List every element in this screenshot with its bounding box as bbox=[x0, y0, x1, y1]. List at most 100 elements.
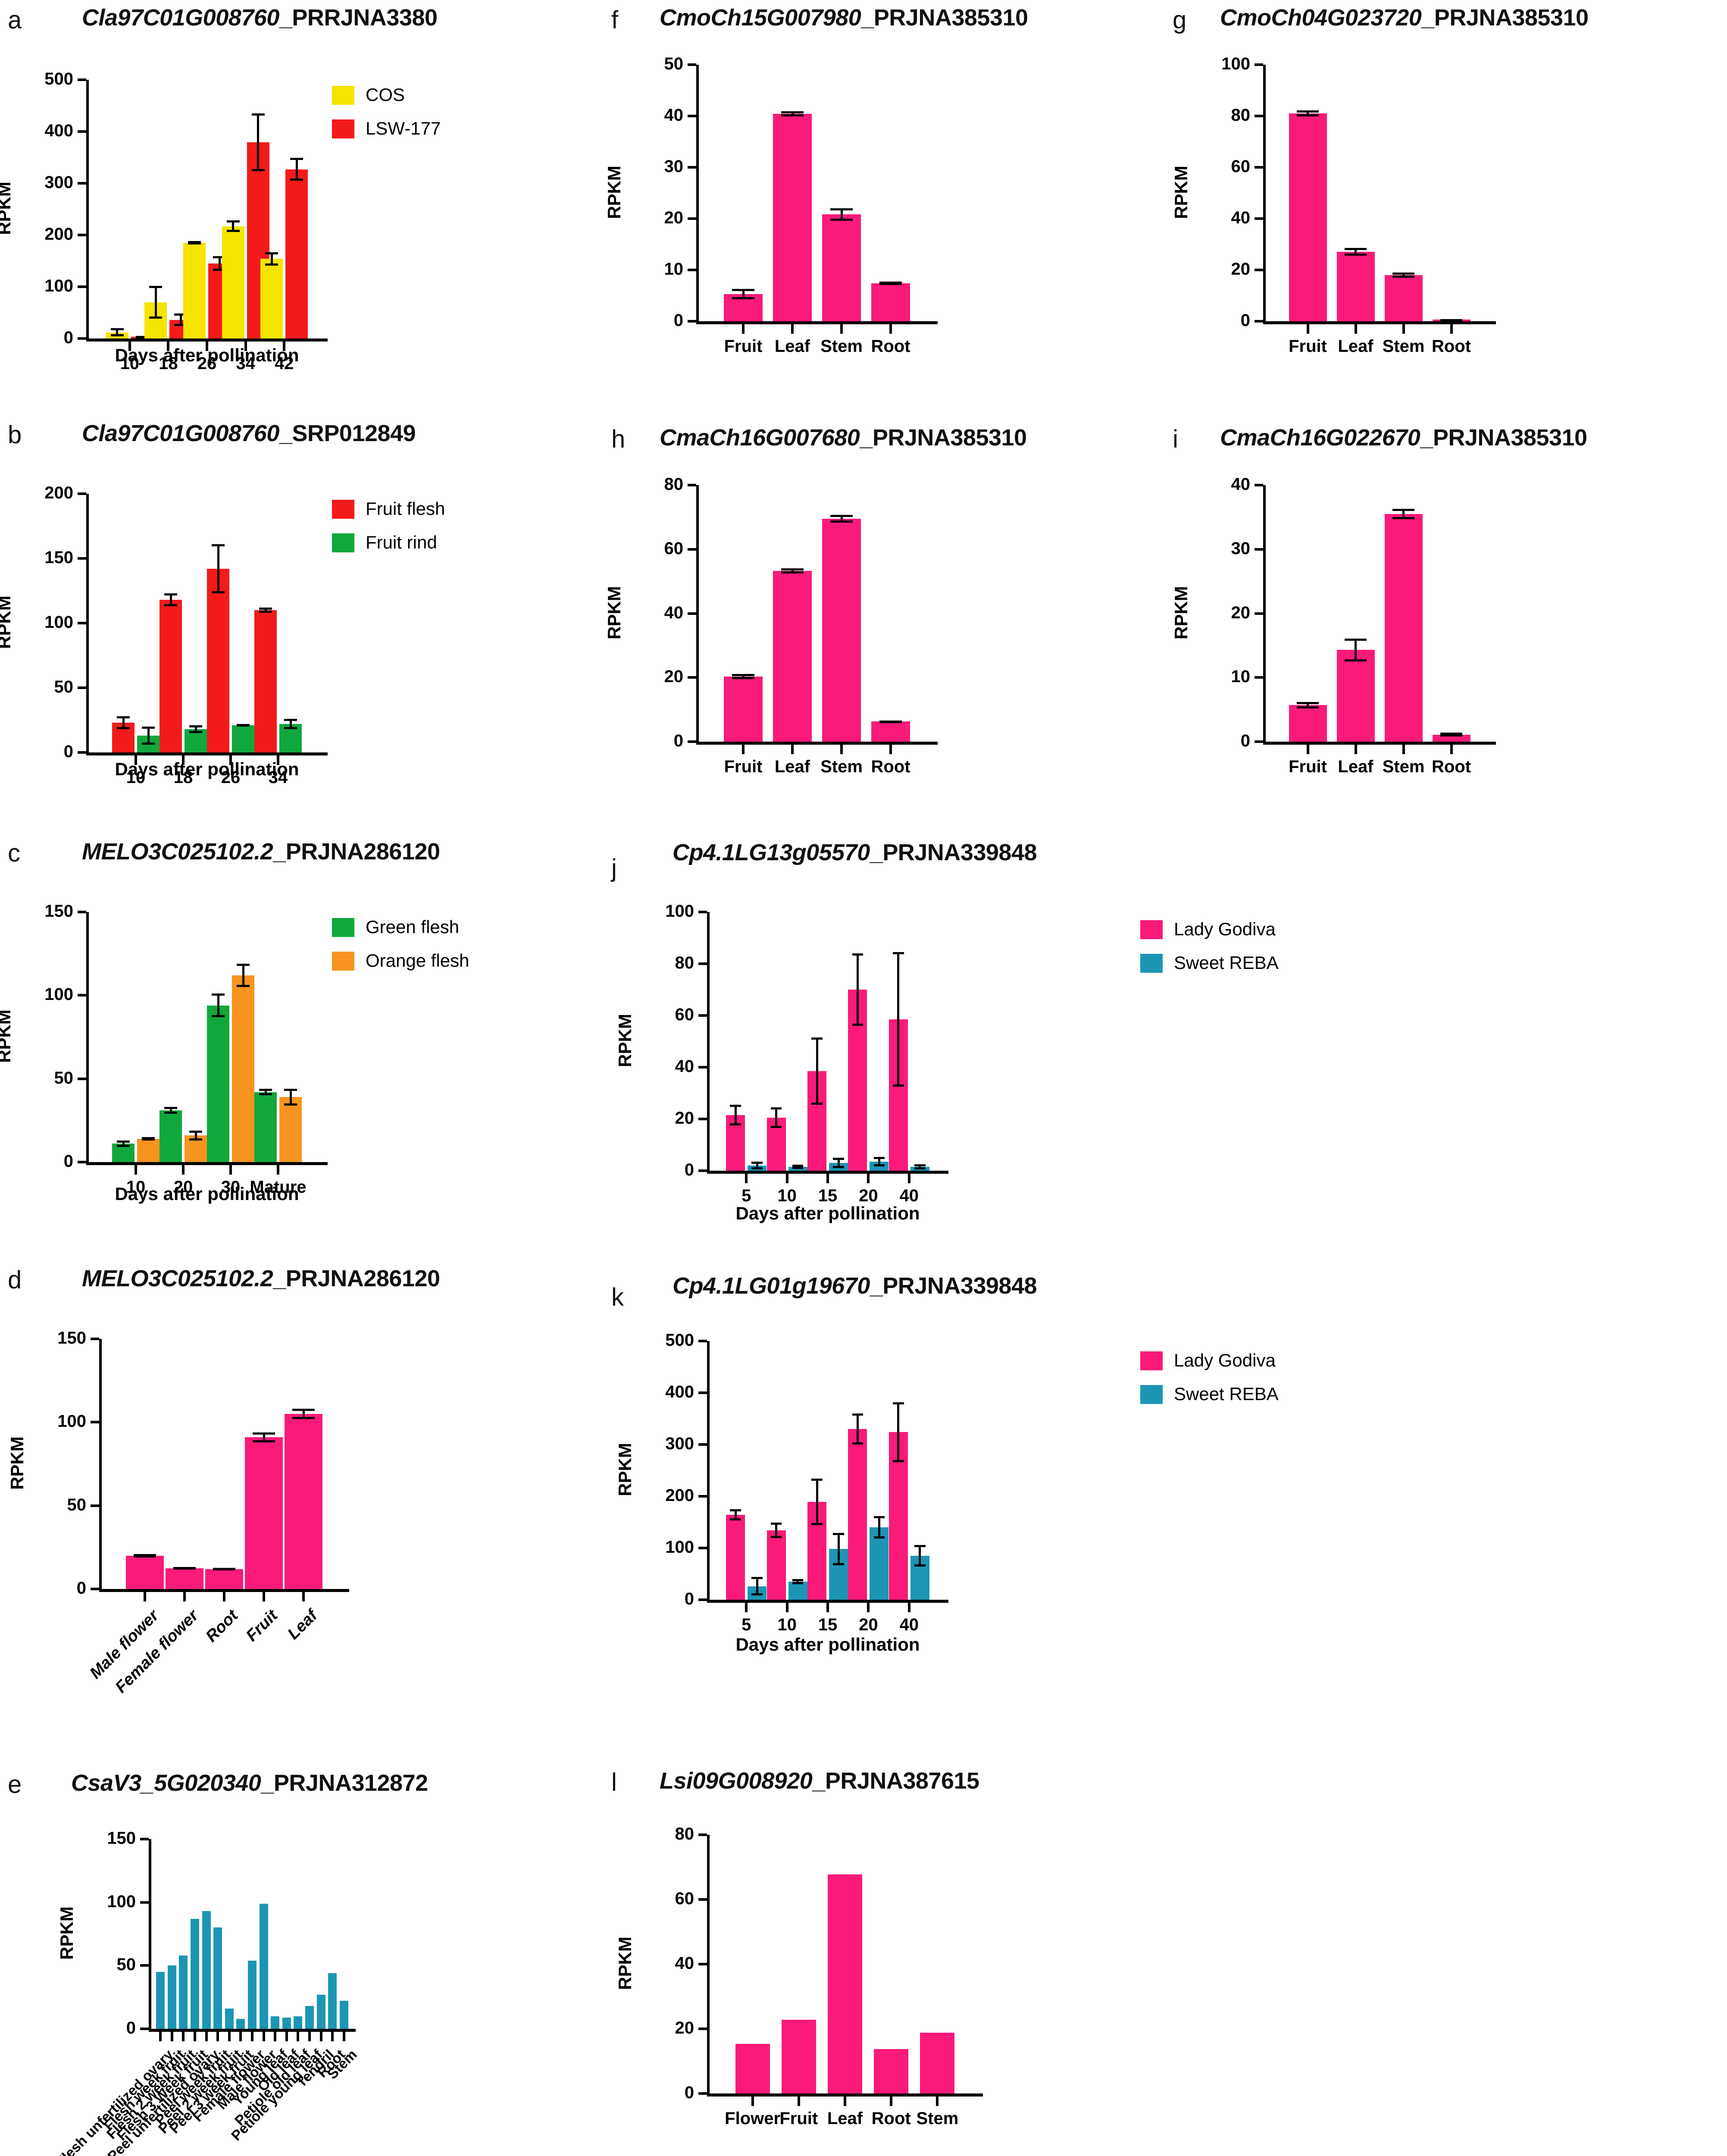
plot-area-f: 0 10 20 30 40 50 Fruit Leaf Stem Root bbox=[664, 55, 938, 355]
errorbar-cap-bottom-i-1-0 bbox=[1344, 659, 1367, 662]
errorbar-cap-top-i-1-0 bbox=[1344, 638, 1367, 641]
y-ticklabel-a-4: 400 bbox=[44, 121, 73, 140]
legend-label-j-0: Lady Godiva bbox=[1174, 919, 1276, 939]
x-tick-d-0 bbox=[144, 1592, 146, 1601]
errorbar-b-3-0 bbox=[264, 608, 267, 613]
y-tick-b-3 bbox=[78, 557, 86, 560]
x-ticklabel-g-1: Leaf bbox=[1338, 337, 1373, 356]
legend-swatch-icon-b-0 bbox=[332, 500, 354, 519]
y-tick-a-2 bbox=[78, 234, 86, 236]
x-ticklabel-l-3: Root bbox=[871, 2109, 911, 2128]
y-ticklabel-k-1: 100 bbox=[665, 1538, 694, 1557]
x-tick-e-10 bbox=[274, 2032, 277, 2041]
errorbar-j-4-0 bbox=[897, 952, 900, 1087]
panel-title-accession-f: _PRJNA385310 bbox=[861, 5, 1028, 31]
legend-swatch-icon-k-1 bbox=[1140, 1385, 1163, 1404]
bar-l-0-0 bbox=[735, 2044, 770, 2093]
errorbar-j-2-0 bbox=[816, 1037, 818, 1105]
y-ticklabel-g-4: 80 bbox=[1231, 106, 1251, 125]
panel-title-j: Cp4.1LG13g05570_PRJNA339848 bbox=[673, 841, 1037, 864]
panel-title-gene-c: MELO3C025102.2 bbox=[82, 839, 273, 865]
bar-l-2-0 bbox=[828, 1874, 862, 2093]
y-ticklabel-j-3: 60 bbox=[675, 1005, 695, 1024]
bar-c-2-1 bbox=[232, 975, 254, 1162]
errorbar-k-2-0 bbox=[816, 1479, 818, 1526]
x-tick-e-5 bbox=[216, 2032, 219, 2041]
x-ticklabel-l-2: Leaf bbox=[827, 2109, 863, 2128]
x-tick-e-2 bbox=[182, 2032, 185, 2041]
legend-label-b-0: Fruit flesh bbox=[366, 498, 445, 519]
errorbar-f-1-0 bbox=[791, 111, 794, 117]
errorbar-cap-bottom-a-0-0 bbox=[110, 334, 124, 337]
y-axis-e bbox=[149, 1839, 151, 2029]
y-axis-b bbox=[86, 494, 89, 752]
panel-title-accession-k: _PRJNA339848 bbox=[870, 1273, 1037, 1299]
panel-letter-g: g bbox=[1173, 6, 1187, 34]
errorbar-cap-bottom-d-0-0 bbox=[134, 1555, 156, 1557]
panel-letter-f: f bbox=[611, 6, 619, 34]
errorbar-cap-top-a-4-0 bbox=[265, 252, 278, 254]
y-tick-l-0 bbox=[698, 2092, 707, 2095]
panel-title-accession-a: _PRRJNA3380 bbox=[279, 5, 438, 31]
bar-d-4-0 bbox=[285, 1414, 322, 1589]
errorbar-cap-bottom-c-3-0 bbox=[259, 1093, 272, 1096]
x-tick-e-16 bbox=[342, 2032, 345, 2041]
errorbar-cap-top-j-4-1 bbox=[914, 1164, 926, 1166]
errorbar-cap-top-a-1-0 bbox=[149, 285, 163, 288]
y-tick-e-0 bbox=[140, 2028, 149, 2030]
errorbar-cap-top-i-0-0 bbox=[1296, 702, 1319, 704]
x-tick-h-0 bbox=[742, 745, 745, 754]
y-tick-h-0 bbox=[688, 740, 696, 743]
y-tick-i-2 bbox=[1255, 612, 1263, 615]
x-tick-e-15 bbox=[331, 2032, 334, 2041]
errorbar-cap-top-c-3-1 bbox=[284, 1088, 297, 1091]
y-tick-c-1 bbox=[78, 1077, 86, 1080]
y-tick-j-4 bbox=[698, 962, 707, 965]
errorbar-j-0-0 bbox=[734, 1105, 737, 1125]
errorbar-cap-top-a-3-1 bbox=[251, 113, 265, 116]
y-tick-j-3 bbox=[698, 1014, 707, 1017]
bar-e-5-0 bbox=[213, 1927, 222, 2029]
bar-a-4-0 bbox=[260, 259, 283, 338]
errorbar-cap-bottom-k-4-0 bbox=[893, 1460, 904, 1462]
errorbar-cap-bottom-c-3-1 bbox=[284, 1103, 297, 1106]
y-axis-label-c: RPKM bbox=[0, 1009, 14, 1063]
x-tick-j-1 bbox=[785, 1174, 788, 1183]
errorbar-a-2-1 bbox=[218, 256, 221, 271]
errorbar-cap-top-j-3-1 bbox=[873, 1157, 885, 1159]
y-ticklabel-e-0: 0 bbox=[126, 2018, 136, 2037]
x-axis-label-j: Days after pollination bbox=[735, 1203, 920, 1223]
y-tick-g-4 bbox=[1255, 115, 1263, 117]
errorbar-cap-top-h-0-0 bbox=[732, 674, 755, 677]
x-tick-f-2 bbox=[840, 324, 843, 334]
x-tick-f-1 bbox=[791, 324, 794, 334]
errorbar-cap-bottom-h-0-0 bbox=[732, 677, 755, 679]
errorbar-cap-top-a-4-1 bbox=[290, 158, 303, 160]
x-ticklabel-b-3: 34 bbox=[268, 768, 288, 787]
y-axis-label-d: RPKM bbox=[7, 1436, 27, 1490]
y-ticklabel-l-0: 0 bbox=[684, 2083, 694, 2102]
y-axis-label-g: RPKM bbox=[1171, 165, 1191, 219]
y-axis-label-j: RPKM bbox=[615, 1014, 635, 1067]
errorbar-a-0-0 bbox=[116, 328, 119, 337]
plot-area-k: 0 100 200 300 400 500 5 10 15 20 40 bbox=[665, 1332, 948, 1633]
y-ticklabel-j-4: 80 bbox=[675, 953, 695, 972]
y-ticklabel-c-3: 150 bbox=[44, 902, 73, 921]
legend-label-j-1: Sweet REBA bbox=[1174, 953, 1279, 973]
bar-b-1-1 bbox=[185, 729, 207, 752]
bar-k-0-0 bbox=[726, 1515, 745, 1600]
panel-title-gene-l: Lsi09G008920 bbox=[660, 1768, 813, 1794]
panel-title-gene-h: CmaCh16G007680 bbox=[660, 425, 860, 451]
y-axis-d bbox=[99, 1339, 102, 1589]
legend-swatch-icon-j-0 bbox=[1140, 920, 1163, 939]
errorbar-cap-bottom-c-0-0 bbox=[116, 1145, 130, 1147]
x-ticklabel-l-0: Flower bbox=[725, 2109, 781, 2128]
x-tick-b-0 bbox=[135, 755, 137, 765]
bar-e-7-0 bbox=[236, 2018, 245, 2029]
y-tick-f-1 bbox=[688, 269, 696, 271]
x-ticklabel-a-4: 42 bbox=[274, 354, 294, 373]
x-ticklabel-d-3: Fruit bbox=[242, 1606, 282, 1645]
y-ticklabel-k-5: 500 bbox=[665, 1331, 694, 1350]
x-tick-a-3 bbox=[244, 342, 247, 351]
bar-d-1-0 bbox=[166, 1568, 203, 1589]
